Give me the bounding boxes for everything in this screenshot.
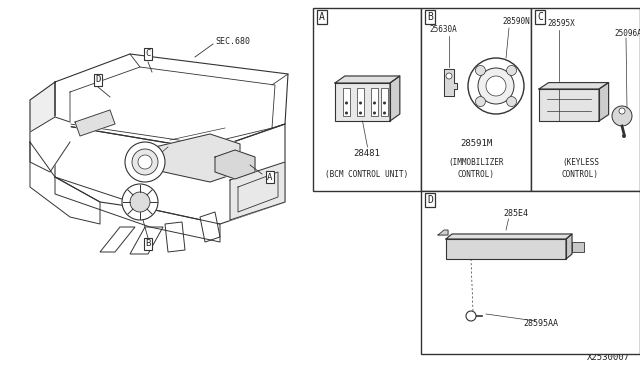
Text: A: A [268, 173, 273, 182]
Text: A: A [319, 12, 325, 22]
Polygon shape [230, 162, 285, 220]
Polygon shape [75, 110, 115, 136]
Text: D: D [95, 76, 100, 84]
Circle shape [132, 149, 158, 175]
Polygon shape [55, 177, 220, 242]
Polygon shape [100, 227, 135, 252]
Polygon shape [390, 76, 400, 121]
Bar [421, 191, 640, 354]
Bar [446, 239, 566, 259]
Text: 28595AA: 28595AA [523, 320, 558, 328]
Circle shape [359, 112, 362, 115]
Polygon shape [566, 234, 572, 259]
Text: 285E4: 285E4 [503, 208, 528, 218]
Polygon shape [30, 117, 70, 172]
Polygon shape [165, 222, 185, 252]
Text: C: C [145, 49, 150, 58]
Bar [335, 83, 390, 121]
Text: X2530007: X2530007 [587, 353, 630, 362]
Circle shape [125, 142, 165, 182]
Circle shape [476, 65, 486, 76]
Circle shape [373, 112, 376, 115]
Polygon shape [599, 83, 609, 121]
Circle shape [486, 76, 506, 96]
Circle shape [373, 102, 376, 105]
Bar [313, 8, 421, 191]
Polygon shape [539, 83, 609, 89]
Text: CONTROL): CONTROL) [562, 170, 599, 179]
Polygon shape [438, 230, 448, 235]
Text: (KEYLESS: (KEYLESS [562, 158, 599, 167]
Text: 28590N: 28590N [502, 17, 530, 26]
Circle shape [468, 58, 524, 114]
Polygon shape [335, 76, 400, 83]
Circle shape [345, 112, 348, 115]
Circle shape [478, 68, 514, 104]
Polygon shape [155, 134, 240, 182]
Polygon shape [130, 227, 163, 254]
Circle shape [122, 184, 158, 220]
Text: (IMMOBILIZER: (IMMOBILIZER [448, 158, 504, 167]
Circle shape [446, 73, 452, 79]
Text: CONTROL): CONTROL) [458, 170, 495, 179]
Circle shape [138, 155, 152, 169]
Text: 25096A: 25096A [614, 29, 640, 38]
Polygon shape [30, 142, 100, 224]
Text: (BCM CONTROL UNIT): (BCM CONTROL UNIT) [325, 170, 408, 179]
Circle shape [130, 192, 150, 212]
Circle shape [612, 106, 632, 126]
Circle shape [622, 134, 626, 138]
Circle shape [506, 97, 516, 106]
Bar [539, 89, 599, 121]
Text: D: D [427, 195, 433, 205]
Polygon shape [444, 69, 457, 96]
Bar [371, 88, 378, 116]
Text: C: C [537, 12, 543, 22]
Text: B: B [145, 240, 150, 248]
Polygon shape [446, 234, 572, 239]
Bar [343, 88, 350, 116]
Bar [357, 88, 364, 116]
Circle shape [476, 97, 486, 106]
Circle shape [383, 102, 386, 105]
Circle shape [619, 108, 625, 114]
Polygon shape [30, 82, 55, 142]
Text: 28591M: 28591M [460, 138, 492, 148]
Polygon shape [215, 150, 255, 179]
Circle shape [466, 311, 476, 321]
Circle shape [383, 112, 386, 115]
Circle shape [359, 102, 362, 105]
Polygon shape [55, 124, 285, 224]
Bar [421, 8, 531, 191]
Bar [572, 242, 584, 252]
Circle shape [506, 65, 516, 76]
Text: SEC.680: SEC.680 [215, 38, 250, 46]
Text: 25630A: 25630A [429, 26, 457, 35]
Bar [381, 88, 388, 116]
Bar [531, 8, 640, 191]
Polygon shape [200, 212, 220, 242]
Text: B: B [427, 12, 433, 22]
Text: 28481: 28481 [353, 149, 380, 158]
Polygon shape [55, 54, 288, 150]
Circle shape [345, 102, 348, 105]
Text: 28595X: 28595X [547, 19, 575, 29]
